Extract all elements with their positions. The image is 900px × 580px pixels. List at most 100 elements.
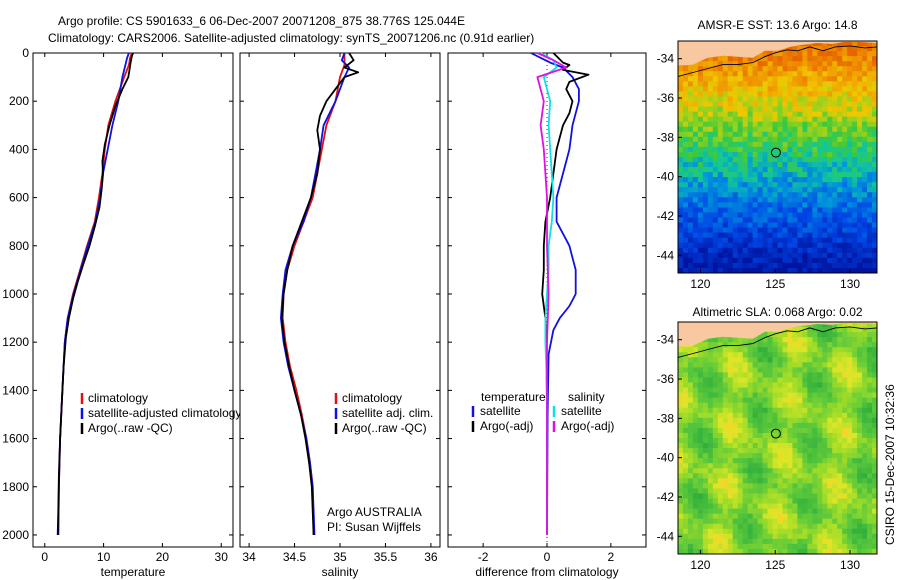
map-cell	[827, 387, 833, 394]
map-cell	[792, 227, 798, 234]
map-cell	[797, 478, 803, 484]
map-cell	[737, 438, 744, 444]
map-cell	[852, 202, 858, 208]
map-cell	[807, 438, 813, 444]
map-cell	[867, 207, 873, 213]
map-cell	[842, 392, 848, 399]
map-cell	[812, 503, 818, 510]
map-cell	[678, 151, 684, 158]
map-cell	[712, 538, 719, 545]
map-cell	[812, 387, 818, 394]
map-cell	[872, 513, 878, 520]
map-cell	[812, 76, 818, 82]
map-cell	[722, 342, 729, 348]
map-cell	[792, 397, 798, 404]
map-cell	[702, 508, 709, 515]
map-cell	[852, 342, 858, 348]
map-cell	[827, 503, 833, 510]
map-cell	[747, 518, 754, 525]
map-cell	[757, 141, 763, 148]
map-cell	[692, 187, 699, 193]
map-cell	[687, 252, 694, 259]
map-cell	[847, 81, 853, 87]
map-cell	[817, 146, 823, 153]
map-cell	[692, 498, 699, 504]
map-cell	[782, 257, 788, 264]
map-cell	[867, 222, 873, 229]
map-cell	[857, 61, 863, 67]
map-cell	[757, 377, 763, 383]
map-cell	[702, 146, 709, 153]
map-cell	[837, 518, 843, 525]
map-cell	[747, 362, 754, 368]
map-cell	[777, 533, 783, 540]
map-cell	[872, 372, 878, 378]
map-cell	[857, 126, 863, 133]
map-cell	[857, 131, 863, 138]
map-cell	[682, 106, 689, 113]
map-cell	[842, 172, 848, 178]
map-cell	[872, 222, 878, 229]
map-cell	[787, 192, 793, 198]
map-cell	[797, 463, 803, 469]
map-cell	[717, 463, 724, 469]
map-cell	[742, 172, 749, 178]
map-cell	[802, 182, 808, 188]
map-cell	[757, 262, 763, 269]
map-cell	[837, 342, 843, 348]
map-cell	[782, 342, 788, 348]
map-cell	[812, 483, 818, 489]
map-cell	[687, 402, 694, 409]
map-cell	[792, 252, 798, 259]
map-cell	[737, 197, 744, 203]
map-cell	[692, 362, 699, 368]
map-cell	[872, 232, 878, 239]
map-cell	[767, 237, 773, 244]
map-cell	[817, 387, 823, 394]
map-cell	[827, 71, 833, 77]
map-cell	[837, 523, 843, 530]
map-cell	[697, 508, 704, 515]
map-cell	[757, 372, 763, 378]
map-cell	[702, 443, 709, 449]
map-cell	[857, 257, 863, 264]
map-cell	[787, 157, 793, 163]
map-cell	[802, 61, 808, 67]
map-cell	[687, 412, 694, 419]
map-cell	[872, 242, 878, 249]
map-cell	[857, 172, 863, 178]
map-cell	[717, 458, 724, 464]
map-cell	[802, 116, 808, 123]
map-cell	[832, 51, 838, 57]
map-cell	[827, 523, 833, 530]
map-cell	[687, 347, 694, 353]
map-cell	[762, 528, 768, 535]
map-cell	[792, 458, 798, 464]
map-cell	[678, 508, 684, 515]
map-cell	[802, 543, 808, 550]
map-cell	[842, 332, 848, 338]
map-cell	[827, 392, 833, 399]
map-cell	[747, 377, 754, 383]
map-cell	[752, 267, 759, 274]
map-cell	[867, 197, 873, 203]
map-cell	[712, 503, 719, 510]
map-cell	[682, 483, 689, 489]
map-cell	[812, 172, 818, 178]
map-cell	[832, 432, 838, 439]
map-cell	[777, 438, 783, 444]
map-cell	[722, 458, 729, 464]
map-cell	[832, 518, 838, 525]
map-cell	[852, 412, 858, 419]
map-cell	[872, 342, 878, 348]
map-cell	[737, 448, 744, 454]
map-cell	[847, 407, 853, 414]
map-cell	[807, 483, 813, 489]
map-cell	[678, 101, 684, 107]
map-cell	[687, 478, 694, 484]
map-cell	[772, 468, 778, 474]
map-cell	[678, 468, 684, 474]
map-cell	[842, 387, 848, 394]
map-cell	[722, 352, 729, 358]
map-cell	[712, 207, 719, 213]
